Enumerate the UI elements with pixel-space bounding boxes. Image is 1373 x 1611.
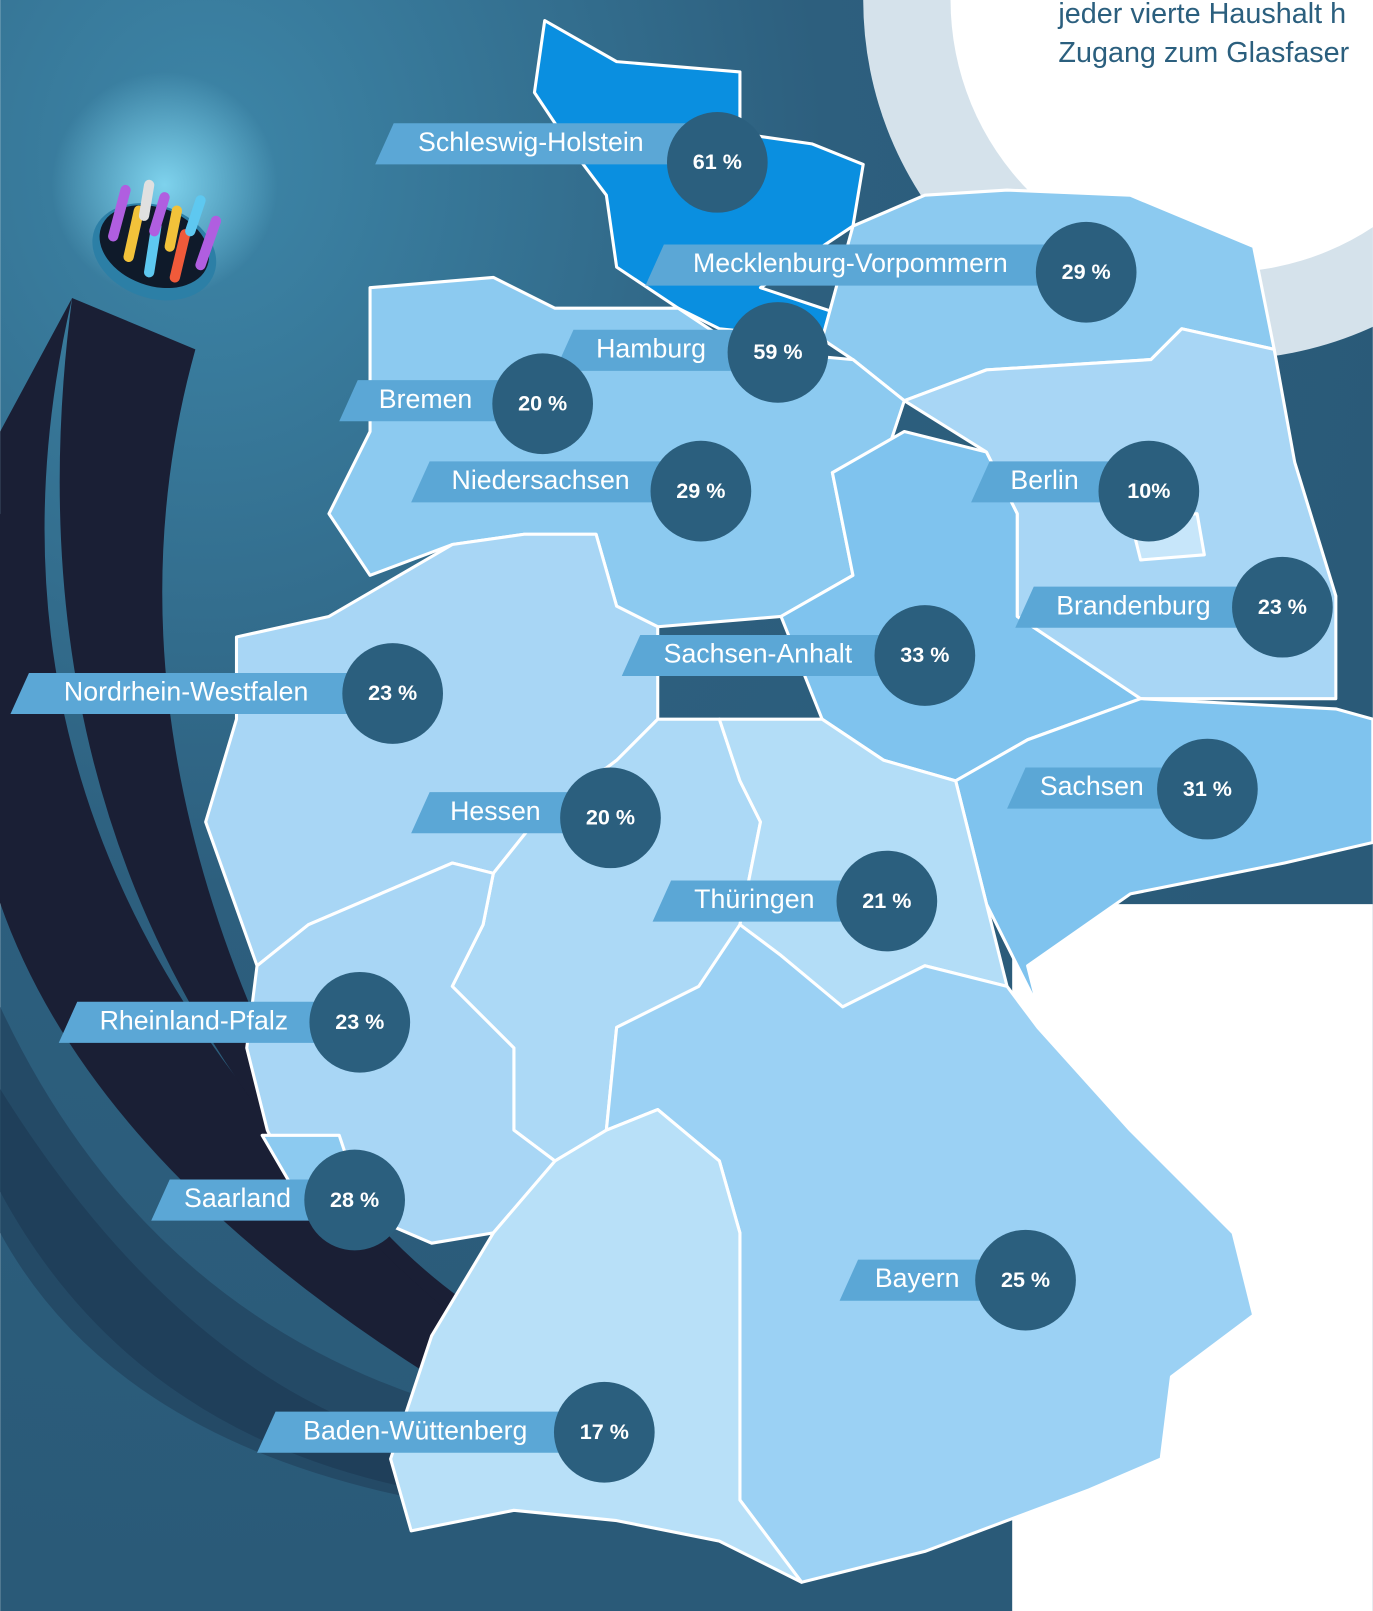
label-tag [645, 244, 1087, 286]
label-tag [411, 461, 701, 503]
fiber [169, 229, 191, 283]
labels: Schleswig-Holstein 61 % Mecklenburg-Vorpom… [10, 111, 1333, 1483]
region-value: 61 % [693, 149, 742, 174]
label-tag [58, 1001, 360, 1043]
region-value: 31 % [1183, 776, 1232, 801]
region-label: Mecklenburg-Vorpommern [693, 248, 1008, 278]
region-value: 20 % [518, 391, 567, 416]
cable [0, 71, 494, 1511]
value-badge [650, 440, 752, 542]
region-value: 20 % [586, 805, 635, 830]
region-label: Hessen [450, 796, 541, 826]
region-label: Baden-Wüttenberg [303, 1415, 527, 1445]
cable-band [0, 1006, 494, 1511]
region-label: Hamburg [596, 333, 706, 363]
fiber [185, 195, 206, 237]
region-label: Berlin [1010, 465, 1078, 495]
value-badge [304, 1149, 405, 1251]
region-label: Rheinland-Pfalz [100, 1005, 289, 1035]
fiber [195, 215, 222, 271]
header-line: Zugang zum Glasfaser [1058, 37, 1349, 69]
label-tag [621, 634, 925, 677]
label-tag [151, 1179, 355, 1221]
label-tag [257, 1411, 605, 1453]
region-label: Sachsen-Anhalt [664, 639, 853, 669]
region-label: Schleswig-Holstein [418, 127, 644, 157]
label-tag [375, 123, 718, 165]
label-tag [1015, 586, 1283, 628]
region-label: Niedersachsen [452, 465, 630, 495]
region-label: Saarland [184, 1183, 291, 1213]
region-value: 33 % [900, 642, 949, 667]
value-badge [975, 1229, 1076, 1331]
fiber [138, 179, 155, 221]
value-badge [836, 850, 938, 952]
label-tag [10, 672, 393, 715]
region-label: Sachsen [1040, 771, 1144, 801]
fiber [164, 205, 183, 252]
region-value: 23 % [1258, 594, 1307, 619]
germany-map [204, 19, 1373, 1584]
value-badge [874, 605, 976, 706]
region-value: 21 % [862, 888, 911, 913]
region-value: 10% [1127, 478, 1170, 503]
region-label: Brandenburg [1056, 590, 1210, 620]
state [389, 1108, 804, 1584]
value-badge [727, 302, 829, 403]
region-value: 29 % [1062, 259, 1111, 284]
value-badge [553, 1381, 655, 1483]
value-badge [1035, 221, 1137, 323]
region-label: Nordrhein-Westfalen [64, 677, 308, 707]
region-value: 25 % [1001, 1267, 1050, 1292]
value-badge [560, 767, 661, 869]
label-tag [554, 329, 778, 371]
value-badge [1157, 738, 1258, 840]
region-value: 28 % [330, 1187, 379, 1212]
label-tag [652, 880, 887, 922]
value-badge [666, 111, 768, 213]
fibers [108, 179, 222, 283]
value-badge [342, 643, 444, 744]
region-value: 23 % [368, 680, 417, 705]
region-label: Thüringen [694, 884, 814, 914]
value-badge [1098, 440, 1200, 542]
value-badge [1232, 556, 1333, 658]
label-tag [1007, 767, 1208, 809]
header-line: jeder vierte Haushalt h [1057, 0, 1346, 30]
region-label: Bayern [875, 1263, 960, 1293]
value-badge [309, 971, 411, 1073]
fiber [108, 184, 131, 242]
region-value: 29 % [676, 478, 725, 503]
fiber [149, 192, 170, 237]
region-value: 59 % [753, 339, 802, 364]
cable-body [59, 297, 463, 1316]
region-value: 17 % [580, 1419, 629, 1444]
fiber [123, 205, 145, 262]
region-label: Bremen [379, 384, 473, 414]
value-badge [492, 353, 594, 455]
label-tag [339, 380, 543, 422]
region-value: 23 % [335, 1009, 384, 1034]
